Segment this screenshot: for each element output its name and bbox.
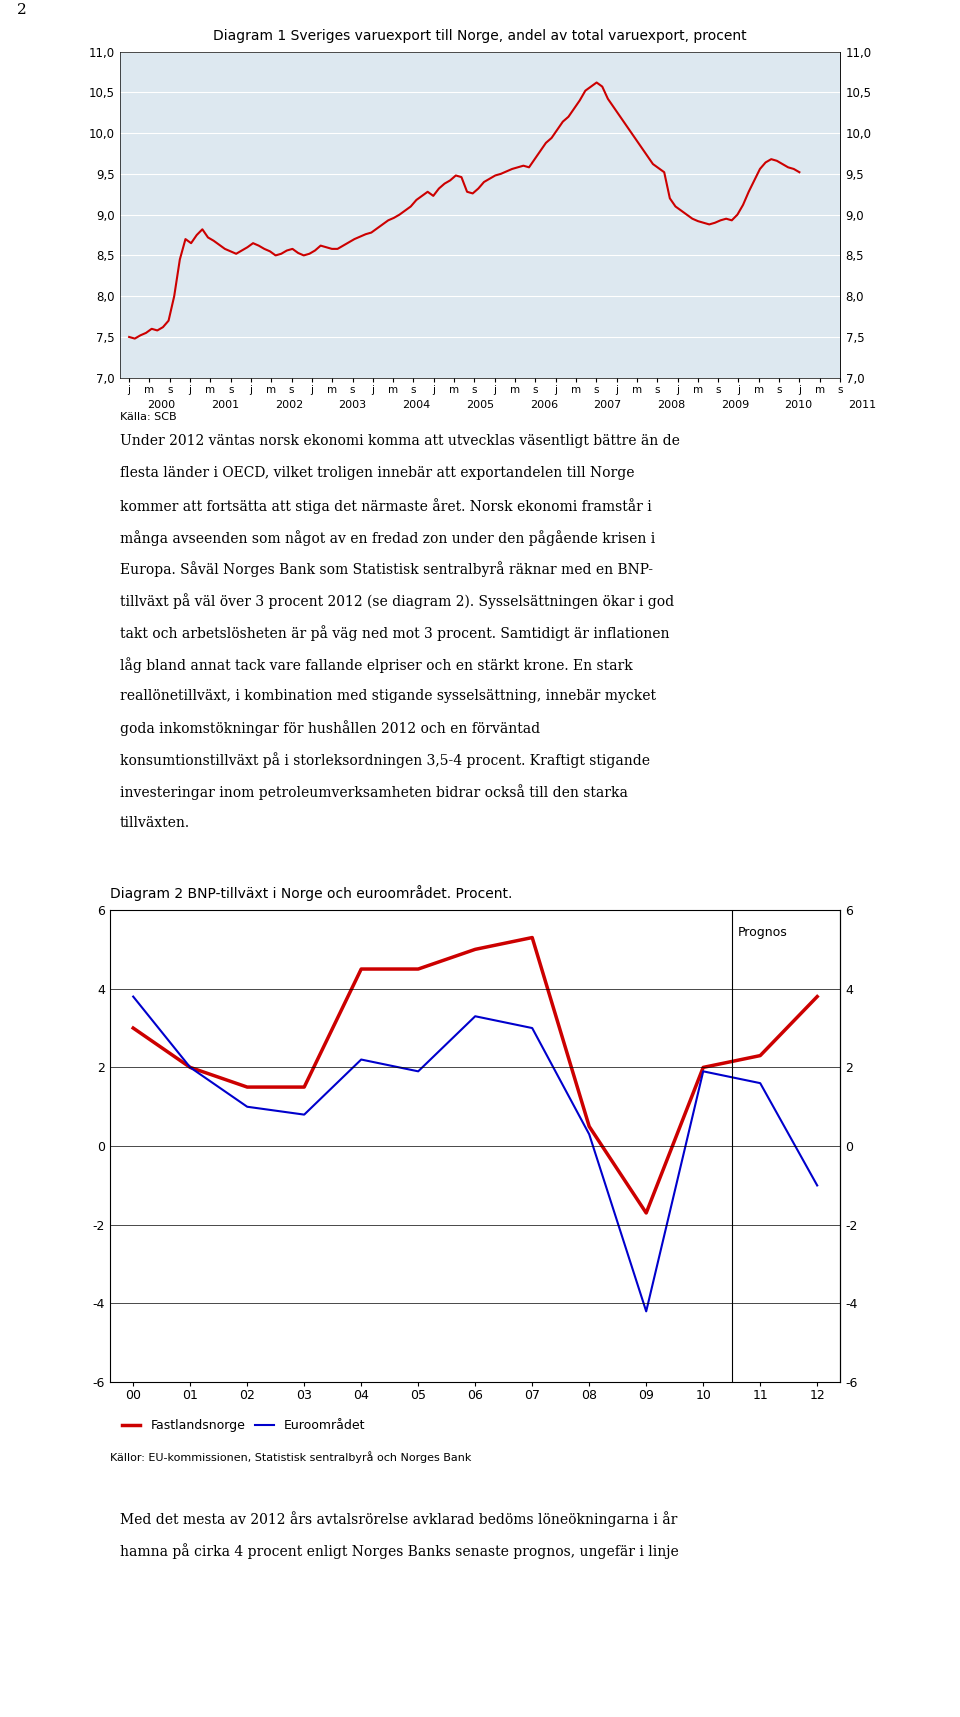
Text: 2007: 2007 xyxy=(593,400,621,410)
Text: 2000: 2000 xyxy=(147,400,176,410)
Text: kommer att fortsätta att stiga det närmaste året. Norsk ekonomi framstår i: kommer att fortsätta att stiga det närma… xyxy=(120,498,652,513)
Text: låg bland annat tack vare fallande elpriser och en stärkt krone. En stark: låg bland annat tack vare fallande elpri… xyxy=(120,658,633,673)
Text: Diagram 1 Sveriges varuexport till Norge, andel av total varuexport, procent: Diagram 1 Sveriges varuexport till Norge… xyxy=(213,29,747,43)
Text: tillväxten.: tillväxten. xyxy=(120,816,190,829)
Text: 2009: 2009 xyxy=(721,400,749,410)
Text: 2002: 2002 xyxy=(275,400,303,410)
Text: 2008: 2008 xyxy=(657,400,685,410)
Text: goda inkomstökningar för hushållen 2012 och en förväntad: goda inkomstökningar för hushållen 2012 … xyxy=(120,721,540,737)
Text: flesta länder i OECD, vilket troligen innebär att exportandelen till Norge: flesta länder i OECD, vilket troligen in… xyxy=(120,465,635,481)
Text: Källor: EU-kommissionen, Statistisk sentralbyrå och Norges Bank: Källor: EU-kommissionen, Statistisk sent… xyxy=(110,1451,471,1463)
Text: reallönetillväxt, i kombination med stigande sysselsättning, innebär mycket: reallönetillväxt, i kombination med stig… xyxy=(120,689,656,702)
Text: Källa: SCB: Källa: SCB xyxy=(120,412,177,422)
Text: takt och arbetslösheten är på väg ned mot 3 procent. Samtidigt är inflationen: takt och arbetslösheten är på väg ned mo… xyxy=(120,625,669,640)
Text: Diagram 2 BNP-tillväxt i Norge och euroområdet. Procent.: Diagram 2 BNP-tillväxt i Norge och euroo… xyxy=(110,886,513,901)
Text: 2011: 2011 xyxy=(849,400,876,410)
Text: Under 2012 väntas norsk ekonomi komma att utvecklas väsentligt bättre än de: Under 2012 väntas norsk ekonomi komma at… xyxy=(120,434,680,448)
Text: 2001: 2001 xyxy=(211,400,239,410)
Text: 2003: 2003 xyxy=(339,400,367,410)
Text: Med det mesta av 2012 års avtalsrörelse avklarad bedöms löneökningarna i år: Med det mesta av 2012 års avtalsrörelse … xyxy=(120,1511,678,1526)
Text: tillväxt på väl över 3 procent 2012 (se diagram 2). Sysselsättningen ökar i god: tillväxt på väl över 3 procent 2012 (se … xyxy=(120,594,674,610)
Text: Prognos: Prognos xyxy=(737,925,787,939)
Text: Europa. Såväl Norges Bank som Statistisk sentralbyrå räknar med en BNP-: Europa. Såväl Norges Bank som Statistisk… xyxy=(120,561,653,577)
Text: hamna på cirka 4 procent enligt Norges Banks senaste prognos, ungefär i linje: hamna på cirka 4 procent enligt Norges B… xyxy=(120,1542,679,1559)
Text: 2004: 2004 xyxy=(402,400,430,410)
Text: 2: 2 xyxy=(17,2,27,17)
Text: konsumtionstillväxt på i storleksordningen 3,5-4 procent. Kraftigt stigande: konsumtionstillväxt på i storleksordning… xyxy=(120,752,650,767)
Legend: Fastlandsnorge, Euroområdet: Fastlandsnorge, Euroområdet xyxy=(117,1415,371,1437)
Text: 2010: 2010 xyxy=(784,400,813,410)
Text: många avseenden som något av en fredad zon under den pågående krisen i: många avseenden som något av en fredad z… xyxy=(120,529,656,546)
Text: investeringar inom petroleumverksamheten bidrar också till den starka: investeringar inom petroleumverksamheten… xyxy=(120,783,628,800)
Text: 2005: 2005 xyxy=(466,400,494,410)
Text: 2006: 2006 xyxy=(530,400,558,410)
